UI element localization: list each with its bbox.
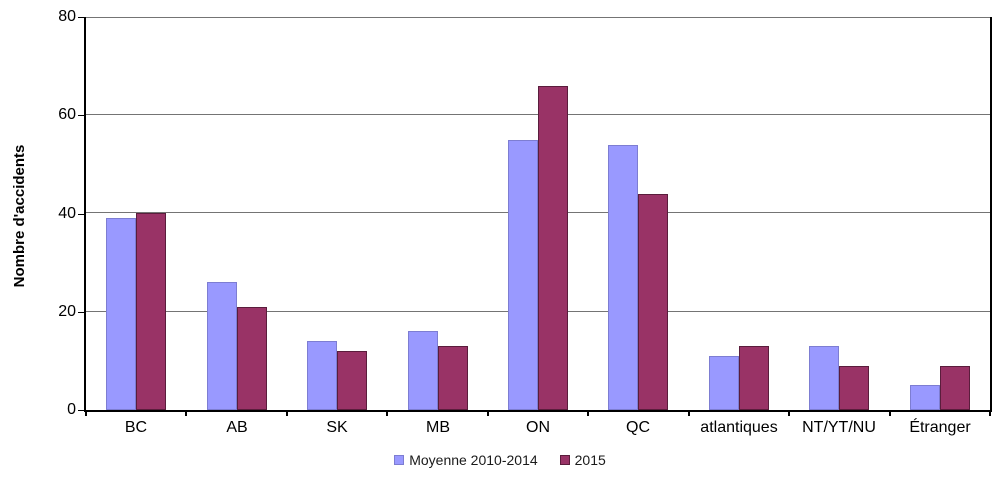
legend: Moyenne 2010-2014 2015	[0, 452, 1000, 468]
y-tick-label-0: 0	[67, 401, 76, 418]
bar-2015-QC	[638, 194, 668, 410]
bar-2015-atlantiques	[739, 346, 769, 410]
bar-Moyenne 2010-2014-AB	[207, 282, 237, 410]
bar-Moyenne 2010-2014-MB	[408, 331, 438, 410]
x-category-label-ON: ON	[526, 419, 550, 436]
plot-area	[86, 17, 990, 410]
y-tick-mark-40	[78, 214, 84, 215]
y-tick-mark-0	[78, 410, 84, 411]
gridline-80	[86, 17, 990, 18]
bar-Moyenne 2010-2014-atlantiques	[709, 356, 739, 410]
legend-item-Moyenne 2010-2014: Moyenne 2010-2014	[394, 452, 538, 468]
bar-2015-Étranger	[940, 366, 970, 410]
x-tick-mark-7	[788, 410, 790, 416]
axis-right-line	[990, 17, 992, 412]
bar-Moyenne 2010-2014-BC	[106, 218, 136, 410]
legend-label-2015: 2015	[574, 452, 606, 468]
y-tick-label-80: 80	[58, 8, 76, 25]
y-tick-mark-80	[78, 17, 84, 18]
legend-swatch-2015	[559, 455, 570, 465]
x-tick-mark-6	[688, 410, 690, 416]
y-tick-label-20: 20	[58, 303, 76, 320]
x-tick-mark-1	[185, 410, 187, 416]
x-category-label-AB: AB	[226, 419, 248, 436]
x-category-label-MB: MB	[426, 419, 450, 436]
bar-Moyenne 2010-2014-Étranger	[910, 385, 940, 410]
x-category-label-Étranger: Étranger	[909, 419, 971, 436]
x-tick-mark-9	[989, 410, 991, 416]
bar-2015-AB	[237, 307, 267, 410]
bar-2015-SK	[337, 351, 367, 410]
y-tick-mark-20	[78, 312, 84, 313]
x-tick-mark-4	[487, 410, 489, 416]
bar-2015-ON	[538, 86, 568, 410]
x-tick-mark-2	[286, 410, 288, 416]
y-tick-mark-60	[78, 115, 84, 116]
bar-2015-NT/YT/NU	[839, 366, 869, 410]
x-tick-mark-8	[889, 410, 891, 416]
legend-item-2015: 2015	[559, 452, 606, 468]
x-category-label-atlantiques: atlantiques	[700, 419, 778, 436]
bar-2015-BC	[136, 213, 166, 410]
x-tick-mark-5	[587, 410, 589, 416]
axis-x-line	[84, 410, 992, 412]
y-axis-title: Nombre d'accidents	[11, 144, 28, 288]
y-tick-label-40: 40	[58, 205, 76, 222]
bar-Moyenne 2010-2014-QC	[608, 145, 638, 410]
legend-swatch-Moyenne 2010-2014	[394, 455, 405, 465]
y-tick-label-60: 60	[58, 106, 76, 123]
bar-2015-MB	[438, 346, 468, 410]
legend-label-Moyenne 2010-2014: Moyenne 2010-2014	[409, 452, 538, 468]
bar-Moyenne 2010-2014-ON	[508, 140, 538, 410]
x-category-label-NT/YT/NU: NT/YT/NU	[802, 419, 876, 436]
x-category-label-SK: SK	[326, 419, 348, 436]
bar-Moyenne 2010-2014-NT/YT/NU	[809, 346, 839, 410]
axis-y-line	[84, 17, 86, 412]
bar-Moyenne 2010-2014-SK	[307, 341, 337, 410]
x-tick-mark-3	[386, 410, 388, 416]
x-tick-mark-0	[85, 410, 87, 416]
x-category-label-BC: BC	[124, 419, 148, 436]
x-category-label-QC: QC	[626, 419, 650, 436]
